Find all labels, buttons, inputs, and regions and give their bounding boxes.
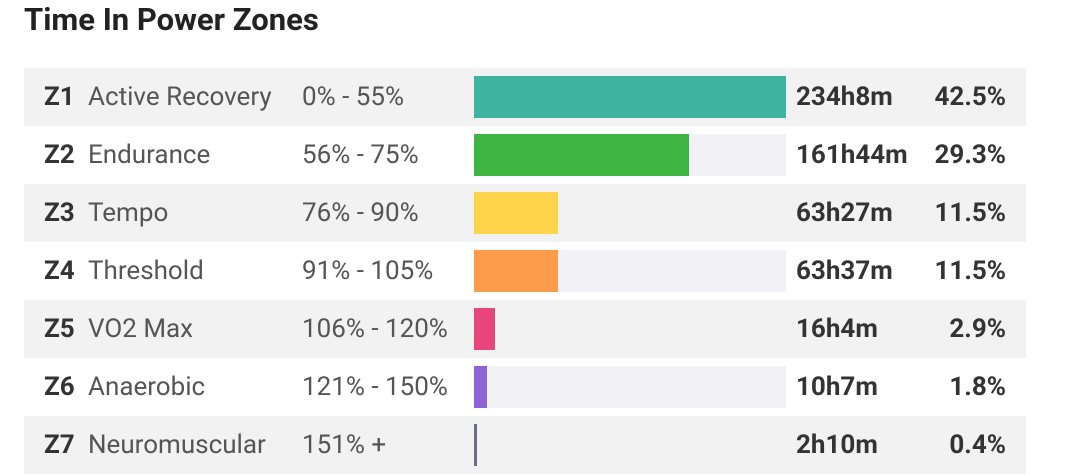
bar-track bbox=[474, 250, 786, 292]
zone-row: Z6 Anaerobic 121% - 150% 10h7m 1.8% bbox=[24, 358, 1026, 416]
zone-time: 161h44m bbox=[796, 140, 908, 170]
zone-range: 56% - 75% bbox=[302, 140, 419, 170]
bar-track bbox=[474, 366, 786, 408]
zone-range: 0% - 55% bbox=[302, 82, 405, 112]
zone-name: Tempo bbox=[88, 198, 169, 228]
zone-name: Anaerobic bbox=[88, 372, 206, 402]
zone-id: Z2 bbox=[44, 140, 75, 170]
zone-row: Z1 Active Recovery 0% - 55% 234h8m 42.5% bbox=[24, 68, 1026, 126]
bar-track bbox=[474, 76, 786, 118]
bar bbox=[474, 134, 690, 176]
zone-time: 63h37m bbox=[796, 256, 893, 286]
zone-id: Z6 bbox=[44, 372, 75, 402]
zone-range: 106% - 120% bbox=[302, 314, 448, 344]
zone-row: Z2 Endurance 56% - 75% 161h44m 29.3% bbox=[24, 126, 1026, 184]
bar-track bbox=[474, 424, 786, 466]
zone-range: 76% - 90% bbox=[302, 198, 419, 228]
title: Time In Power Zones bbox=[24, 1, 319, 38]
bar bbox=[474, 366, 488, 408]
zone-percent: 29.3% bbox=[934, 140, 1006, 170]
zone-time: 63h27m bbox=[796, 198, 893, 228]
zone-id: Z4 bbox=[44, 256, 75, 286]
bar bbox=[474, 250, 559, 292]
zone-percent: 1.8% bbox=[949, 372, 1006, 402]
zone-row: Z4 Threshold 91% - 105% 63h37m 11.5% bbox=[24, 242, 1026, 300]
zone-name: VO2 Max bbox=[88, 314, 194, 344]
bar bbox=[474, 424, 477, 466]
zone-row: Z3 Tempo 76% - 90% 63h27m 11.5% bbox=[24, 184, 1026, 242]
zone-percent: 11.5% bbox=[934, 198, 1006, 228]
bar-track bbox=[474, 308, 786, 350]
zone-percent: 0.4% bbox=[949, 430, 1006, 460]
zone-id: Z1 bbox=[44, 82, 75, 112]
zone-time: 16h4m bbox=[796, 314, 878, 344]
bar-track bbox=[474, 134, 786, 176]
zone-name: Active Recovery bbox=[88, 82, 272, 112]
bar-track bbox=[474, 192, 786, 234]
zone-name: Neuromuscular bbox=[88, 430, 266, 460]
zone-id: Z3 bbox=[44, 198, 75, 228]
zone-id: Z5 bbox=[44, 314, 75, 344]
zone-name: Threshold bbox=[88, 256, 204, 286]
zone-percent: 2.9% bbox=[949, 314, 1006, 344]
bar bbox=[474, 192, 559, 234]
zone-row: Z7 Neuromuscular 151% + 2h10m 0.4% bbox=[24, 416, 1026, 474]
zone-name: Endurance bbox=[88, 140, 211, 170]
zone-range: 91% - 105% bbox=[302, 256, 434, 286]
zone-row: Z5 VO2 Max 106% - 120% 16h4m 2.9% bbox=[24, 300, 1026, 358]
zone-time: 2h10m bbox=[796, 430, 878, 460]
bar bbox=[474, 76, 786, 118]
zone-time: 234h8m bbox=[796, 82, 893, 112]
bar bbox=[474, 308, 496, 350]
zone-percent: 11.5% bbox=[934, 256, 1006, 286]
zone-time: 10h7m bbox=[796, 372, 878, 402]
zone-id: Z7 bbox=[44, 430, 75, 460]
zone-range: 121% - 150% bbox=[302, 372, 448, 402]
zone-percent: 42.5% bbox=[934, 82, 1006, 112]
zone-range: 151% + bbox=[302, 430, 387, 460]
